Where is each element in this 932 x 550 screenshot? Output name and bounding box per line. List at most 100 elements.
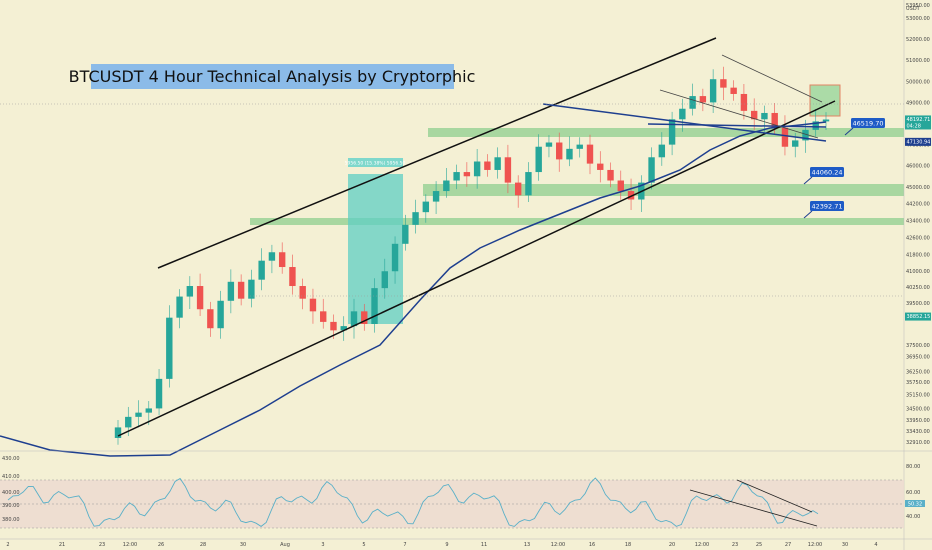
svg-text:48192.71: 48192.71: [907, 117, 931, 123]
rsi-line: [7, 477, 819, 527]
candle-body: [268, 252, 276, 261]
candle-body: [545, 142, 553, 147]
candle-body: [566, 148, 573, 160]
candle-body: [648, 157, 655, 183]
rsi-left-tick: 410.00: [2, 474, 20, 480]
candle-body: [822, 119, 830, 122]
candle-body: [155, 378, 163, 409]
rsi-left-tick: 430.00: [2, 456, 20, 462]
candle-body: [350, 311, 358, 327]
y-tick-label: 34500.00: [906, 406, 930, 412]
price-tag: 47130.94: [905, 137, 931, 146]
x-tick-label: 18: [625, 542, 631, 548]
wedge-upper-line[interactable]: [721, 54, 823, 103]
price-tag: 38852.15: [905, 312, 931, 321]
y-tick-label: 36250.00: [906, 369, 930, 375]
candle-body: [586, 144, 594, 164]
y-tick-label: 46000.00: [906, 164, 930, 170]
candle-body: [361, 311, 368, 325]
candle-body: [463, 172, 471, 177]
candle-body: [740, 93, 748, 111]
candle-body: [340, 326, 347, 331]
target-box[interactable]: [809, 84, 841, 117]
x-tick-label: 20: [669, 542, 675, 548]
x-tick-label: 12:00: [551, 542, 565, 548]
rsi-left-tick: 400.00: [2, 490, 20, 496]
x-tick-label: 27: [785, 542, 791, 548]
candle-body: [443, 180, 450, 192]
candle-body: [597, 163, 604, 170]
x-tick-label: 5: [362, 542, 365, 548]
x-tick-label: 28: [200, 542, 206, 548]
y-tick-label: 39500.00: [906, 301, 930, 307]
rsi-trendline-lower[interactable]: [689, 489, 818, 527]
candle-body: [709, 79, 717, 103]
candle-body: [699, 96, 707, 103]
support-zone-1: [428, 128, 904, 137]
candle-body: [689, 96, 696, 109]
y-tick-label: 40250.00: [906, 285, 930, 291]
candles: [114, 66, 830, 445]
candle-body: [125, 416, 132, 428]
rsi-trendline-upper[interactable]: [736, 479, 813, 513]
candle-body: [535, 146, 542, 173]
x-tick-label: 26: [158, 542, 164, 548]
level-callout[interactable]: 44060.24: [803, 167, 844, 185]
y-tick-label: 35150.00: [906, 393, 930, 399]
candle-body: [802, 129, 809, 141]
candle-body: [607, 169, 614, 181]
axis-unit: USDT: [906, 6, 921, 12]
channel-upper-line[interactable]: [157, 37, 717, 269]
candle-body: [504, 157, 512, 183]
y-tick-label: 41000.00: [906, 269, 930, 275]
rsi-left-tick: 390.00: [2, 503, 20, 509]
y-tick-label: 53950.00: [906, 3, 930, 9]
candle-body: [617, 180, 624, 192]
rsi-right-tick: 60.00: [906, 490, 920, 496]
measure-label: 5956.50 (15.38%) 5956.50: [345, 161, 406, 167]
rsi-panel[interactable]: 430.00 410.00 400.00 390.00 380.00 80.00 60.00…: [0, 450, 932, 529]
y-tick-label: 50000.00: [906, 79, 930, 85]
x-tick-label: 12:00: [695, 542, 709, 548]
triangle-lower-line[interactable]: [647, 123, 827, 128]
candle-body: [658, 144, 666, 158]
channel-lower-line[interactable]: [117, 100, 836, 437]
level-callout[interactable]: 42392.71: [803, 201, 844, 219]
x-tick-label: 2: [6, 542, 9, 548]
rsi-left-tick: 380.00: [2, 517, 20, 523]
candle-body: [330, 321, 337, 331]
wedge-lower-line[interactable]: [659, 89, 819, 139]
candle-body: [781, 127, 789, 147]
candle-body: [525, 172, 532, 196]
candle-body: [196, 286, 204, 310]
y-tick-label: 45000.00: [906, 185, 930, 191]
candle-body: [145, 408, 152, 413]
measure-label-box: [348, 158, 403, 167]
time-axis[interactable]: 2 21 23 12:00 26 28 30 Aug 3 5 7 9 11 13 12:00 16 18 20 12…: [0, 538, 932, 548]
price-axis[interactable]: USDT 53950.00 53000.00 52000.00 51000.00 500…: [903, 0, 932, 550]
x-tick-label: 12:00: [808, 542, 822, 548]
x-tick-label: 12:00: [123, 542, 137, 548]
candle-body: [227, 281, 235, 301]
candle-body: [166, 317, 173, 379]
svg-text:04:28: 04:28: [907, 123, 921, 129]
candle-body: [761, 112, 768, 120]
y-tick-label: 44200.00: [906, 202, 930, 208]
x-tick-label: 23: [732, 542, 738, 548]
level-callout[interactable]: 46519.70: [844, 118, 885, 136]
triangle-upper-line[interactable]: [542, 103, 827, 142]
y-tick-label: 49000.00: [906, 100, 930, 106]
y-tick-label: 37500.00: [906, 343, 930, 349]
y-tick-label: 43400.00: [906, 219, 930, 225]
x-tick-label: 30: [842, 542, 848, 548]
candle-body: [186, 286, 194, 297]
y-tick-label: 35750.00: [906, 380, 930, 386]
candle-body: [422, 201, 430, 213]
candle-body: [278, 252, 286, 268]
y-tick-label: 36950.00: [906, 355, 930, 361]
candle-body: [412, 212, 419, 225]
candle-body: [299, 286, 306, 299]
